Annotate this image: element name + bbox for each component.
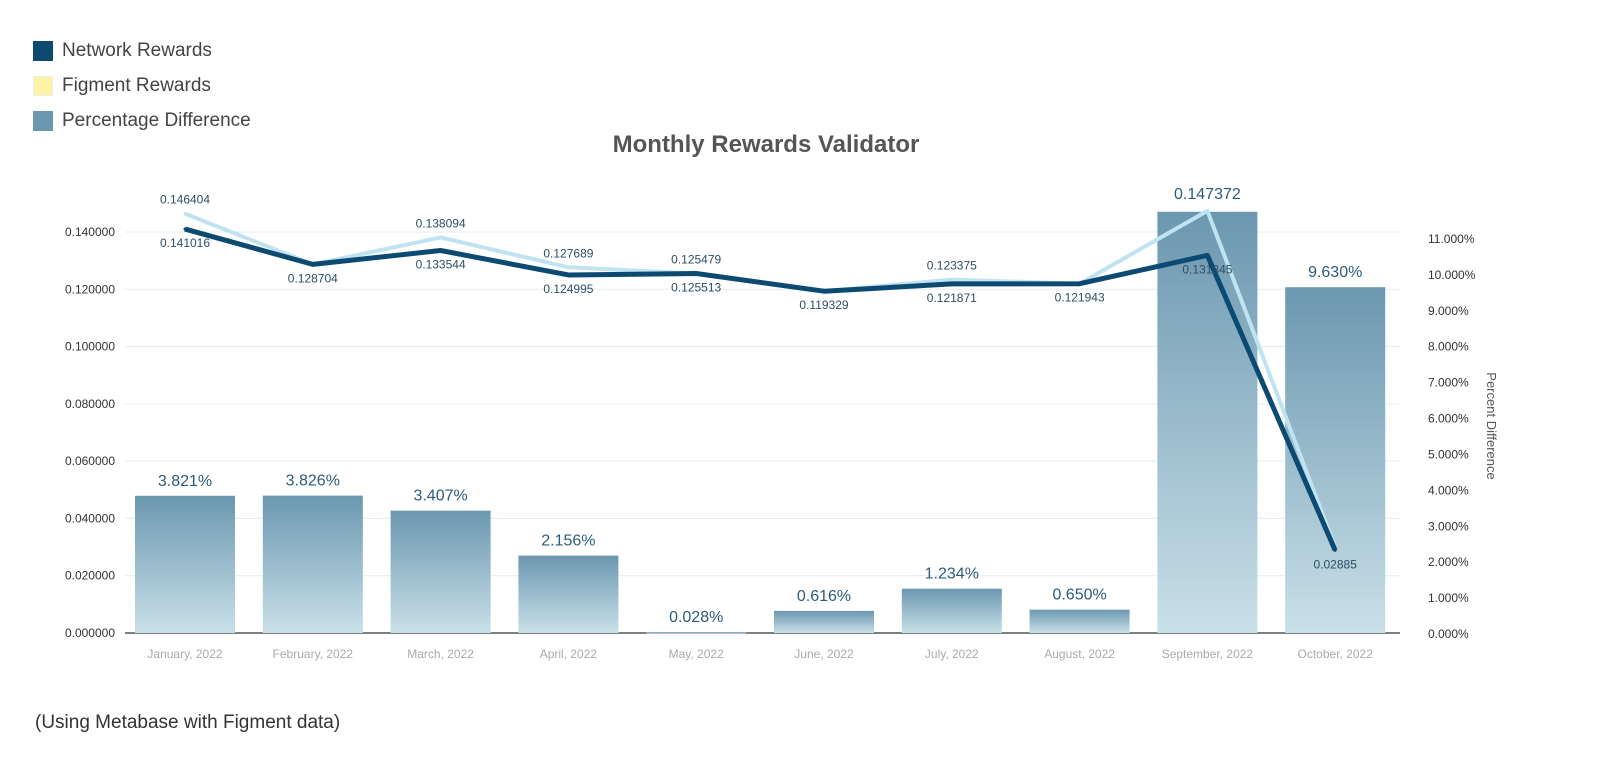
y2-tick-label: 2.000% [1428,555,1469,569]
line-point [950,282,954,286]
legend-label: Network Rewards [62,39,212,61]
x-tick-label: April, 2022 [540,647,598,661]
x-tick-label: May, 2022 [669,647,724,661]
line-point [694,271,698,275]
line-point [950,278,954,282]
line-point [1078,282,1082,286]
y-tick-label: 0.140000 [65,225,115,239]
y2-tick-label: 0.000% [1428,627,1469,641]
y2-axis-label: Percent Difference [1484,372,1499,479]
bar[interactable] [135,495,235,633]
line-point [311,262,315,266]
bar-label: 1.234% [925,566,979,583]
y2-tick-label: 4.000% [1428,483,1469,497]
bar[interactable] [901,588,1002,633]
bar-label: 0.028% [669,609,723,626]
x-tick-label: August, 2022 [1044,647,1115,661]
network-label: 0.02885 [1314,557,1358,571]
chart-title: Monthly Rewards Validator [613,131,920,158]
line-point [566,273,570,277]
figment-label: 0.123375 [927,259,977,273]
y-tick-label: 0.000000 [65,626,115,640]
y2-tick-label: 6.000% [1428,412,1469,426]
y-tick-label: 0.020000 [65,569,115,583]
y2-tick-label: 10.000% [1428,268,1476,282]
network-label: 0.141016 [160,236,210,250]
bar-label: 0.650% [1052,587,1106,604]
y2-tick-label: 5.000% [1428,447,1469,461]
network-line [184,226,1338,552]
bar[interactable] [1157,211,1258,633]
network-label: 0.119329 [799,298,848,312]
y-tick-label: 0.060000 [65,454,115,468]
network-label: 0.124995 [543,282,593,296]
network-label: 0.131845 [1182,262,1232,276]
line-point [439,235,443,239]
legend-swatch [33,75,53,96]
legend-item-network[interactable]: Network Rewards [33,33,251,68]
figment-label: 0.138094 [416,216,466,230]
y2-tick-label: 7.000% [1428,376,1469,390]
bar-label: 2.156% [541,533,595,550]
x-tick-label: October, 2022 [1298,647,1374,661]
y-tick-label: 0.040000 [65,511,115,525]
y-tick-label: 0.120000 [65,282,115,296]
bar-label: 3.826% [286,473,340,490]
x-tick-label: June, 2022 [794,647,854,661]
legend-swatch [33,110,53,131]
legend-label: Percentage Difference [62,109,251,131]
y2-tick-label: 9.000% [1428,304,1469,318]
bar-label: 9.630% [1308,264,1362,281]
y2-tick-label: 11.000% [1428,232,1475,246]
legend-swatch [33,40,53,61]
x-tick-label: September, 2022 [1162,647,1254,661]
line-point [183,227,187,231]
figment-label: 0.146404 [160,193,210,207]
line-point [183,212,187,216]
network-label: 0.125513 [671,280,721,294]
line-point [822,289,826,293]
y-tick-label: 0.080000 [65,397,115,411]
figment-label: 0.125479 [671,253,721,267]
network-label: 0.121871 [927,291,977,305]
network-label: 0.128704 [288,271,338,285]
y2-tick-label: 8.000% [1428,340,1469,354]
x-tick-label: January, 2022 [147,647,222,661]
figment-label: 0.147372 [1174,186,1241,203]
legend-item-figment[interactable]: Figment Rewards [33,68,251,103]
line-point [1333,548,1337,552]
line-point [566,265,570,269]
y2-tick-label: 3.000% [1428,519,1469,533]
bar-label: 3.407% [413,488,467,505]
y-tick-label: 0.100000 [65,340,115,354]
x-tick-label: March, 2022 [407,647,474,661]
bar-label: 0.616% [797,588,851,605]
y2-tick-label: 1.000% [1428,591,1469,605]
bar[interactable] [774,610,874,633]
bar[interactable] [390,510,491,633]
network-label: 0.121943 [1055,291,1105,305]
legend-label: Figment Rewards [62,74,211,96]
legend-item-percentage[interactable]: Percentage Difference [33,103,251,138]
figment-label: 0.127689 [543,246,593,260]
x-tick-label: July, 2022 [925,647,979,661]
x-tick-label: February, 2022 [273,647,354,661]
bar[interactable] [262,495,363,633]
bar[interactable] [1029,609,1130,633]
legend: Network Rewards Figment Rewards Percenta… [33,33,251,138]
line-point [1205,209,1209,213]
bar[interactable] [518,555,619,633]
network-label: 0.133544 [416,257,466,271]
line-point [1205,253,1209,257]
line-point [439,248,443,252]
bar-label: 3.821% [158,473,212,490]
bar[interactable] [646,631,747,634]
footnote: (Using Metabase with Figment data) [35,712,341,733]
